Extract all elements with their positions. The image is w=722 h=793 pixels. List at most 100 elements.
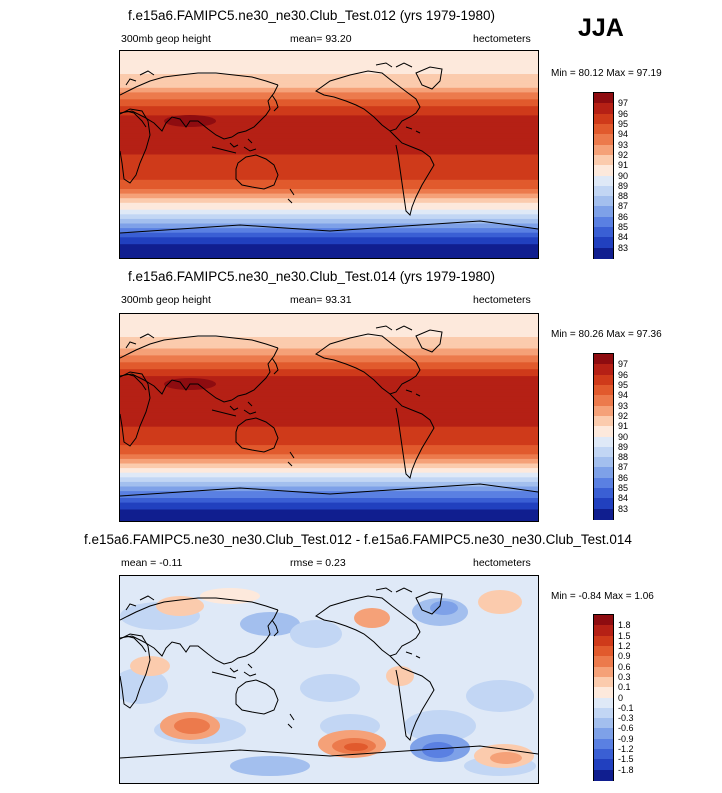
zonal-band	[120, 327, 538, 331]
zonal-band	[120, 124, 538, 128]
anomaly-patch	[404, 710, 476, 742]
zonal-band	[120, 452, 538, 455]
season-label: JJA	[578, 14, 624, 42]
zonal-band	[120, 346, 538, 350]
zonal-band	[120, 87, 538, 91]
zonal-band	[120, 198, 538, 202]
zonal-band	[120, 449, 538, 453]
colorbar-tick-label: 86	[618, 472, 629, 483]
coastline-path	[120, 110, 233, 140]
colorbar-tick-label: 87	[618, 201, 629, 212]
zonal-band	[120, 212, 538, 215]
panel-2-title: f.e15a6.FAMIPC5.ne30_ne30.Club_Test.014 …	[128, 269, 495, 284]
zonal-band	[120, 117, 538, 121]
zonal-band	[120, 504, 538, 508]
zonal-band	[120, 383, 538, 386]
colorbar-box	[594, 237, 613, 249]
zonal-band	[120, 71, 538, 75]
coastline-path	[315, 70, 421, 132]
coastline-path	[375, 587, 413, 593]
zonal-band	[120, 53, 538, 57]
zonal-band	[120, 468, 538, 471]
zonal-band	[120, 410, 538, 414]
zonal-band	[120, 341, 538, 345]
zonal-band	[120, 440, 538, 444]
coastline-path	[271, 357, 279, 375]
zonal-band	[120, 230, 538, 234]
zonal-band	[120, 51, 538, 54]
coastline-path	[287, 188, 295, 204]
zonal-band	[120, 110, 538, 114]
colorbar-tick-label: 83	[618, 242, 629, 253]
coastline-path	[389, 393, 435, 479]
coastline-path	[125, 595, 155, 611]
colorbar-tick-label: 91	[618, 160, 629, 171]
zonal-band	[120, 424, 538, 428]
colorbar-tick-label: 1.5	[618, 630, 631, 641]
zonal-band	[120, 161, 538, 165]
colorbar-box	[594, 175, 613, 187]
anomaly-patch	[344, 743, 368, 751]
colorbar-box	[594, 759, 613, 771]
colorbar-box	[594, 395, 613, 407]
coastline-path	[211, 401, 257, 417]
zonal-band	[120, 343, 538, 347]
coastline-path	[405, 651, 421, 659]
colorbar-box	[594, 103, 613, 115]
coastline-path	[211, 663, 257, 679]
coastlines	[120, 62, 538, 234]
zonal-band	[120, 406, 538, 409]
panel-3-units-label: hectometers	[473, 557, 531, 569]
zonal-band	[120, 385, 538, 389]
anomaly-patch	[300, 674, 360, 702]
zonal-band	[120, 145, 538, 149]
zonal-band	[120, 488, 538, 492]
zonal-band	[120, 195, 538, 199]
colorbar-box	[594, 728, 613, 740]
panel-2-map	[119, 313, 539, 522]
zonal-band	[120, 481, 538, 485]
zonal-band	[120, 228, 538, 231]
colorbar-tick-label: 97	[618, 98, 629, 109]
colorbar-tick-label: 90	[618, 170, 629, 181]
coastline-path	[120, 633, 151, 709]
colorbar-box	[594, 405, 613, 417]
zonal-band	[120, 103, 538, 107]
coastline-path	[120, 72, 279, 96]
zonal-band	[120, 154, 538, 158]
zonal-band	[120, 422, 538, 425]
zonal-band	[120, 175, 538, 179]
colorbar-box	[594, 467, 613, 479]
anomaly-patch	[478, 590, 522, 614]
colorbar-box	[594, 749, 613, 760]
colorbar-box	[594, 508, 613, 520]
zonal-band	[120, 205, 538, 208]
zonal-band	[120, 362, 538, 366]
colorbar-tick-label: 0	[618, 692, 624, 703]
zonal-band	[120, 394, 538, 398]
zonal-band	[120, 314, 538, 317]
anomaly-patch	[422, 742, 454, 758]
zonal-band	[120, 500, 538, 504]
zonal-band	[120, 57, 538, 61]
zonal-band	[120, 248, 538, 252]
colorbar-box	[594, 498, 613, 510]
zonal-band	[120, 131, 538, 135]
colorbar-box	[594, 113, 613, 125]
zonal-band	[120, 431, 538, 435]
colorbar-box	[594, 134, 613, 146]
anomaly-patch	[430, 601, 458, 615]
zonal-band	[120, 60, 538, 64]
zonal-band	[120, 133, 538, 137]
colorbar-box	[594, 154, 613, 166]
anomaly-patch	[466, 680, 534, 712]
colorbar-box	[594, 206, 613, 218]
coastline-path	[120, 483, 538, 497]
zonal-band	[120, 101, 538, 105]
zonal-band	[120, 232, 538, 236]
zonal-band	[120, 216, 538, 220]
zonal-band	[120, 325, 538, 329]
zonal-band	[120, 207, 538, 211]
colorbar-tick-label: 0.6	[618, 661, 631, 672]
coastline-path	[120, 371, 151, 447]
